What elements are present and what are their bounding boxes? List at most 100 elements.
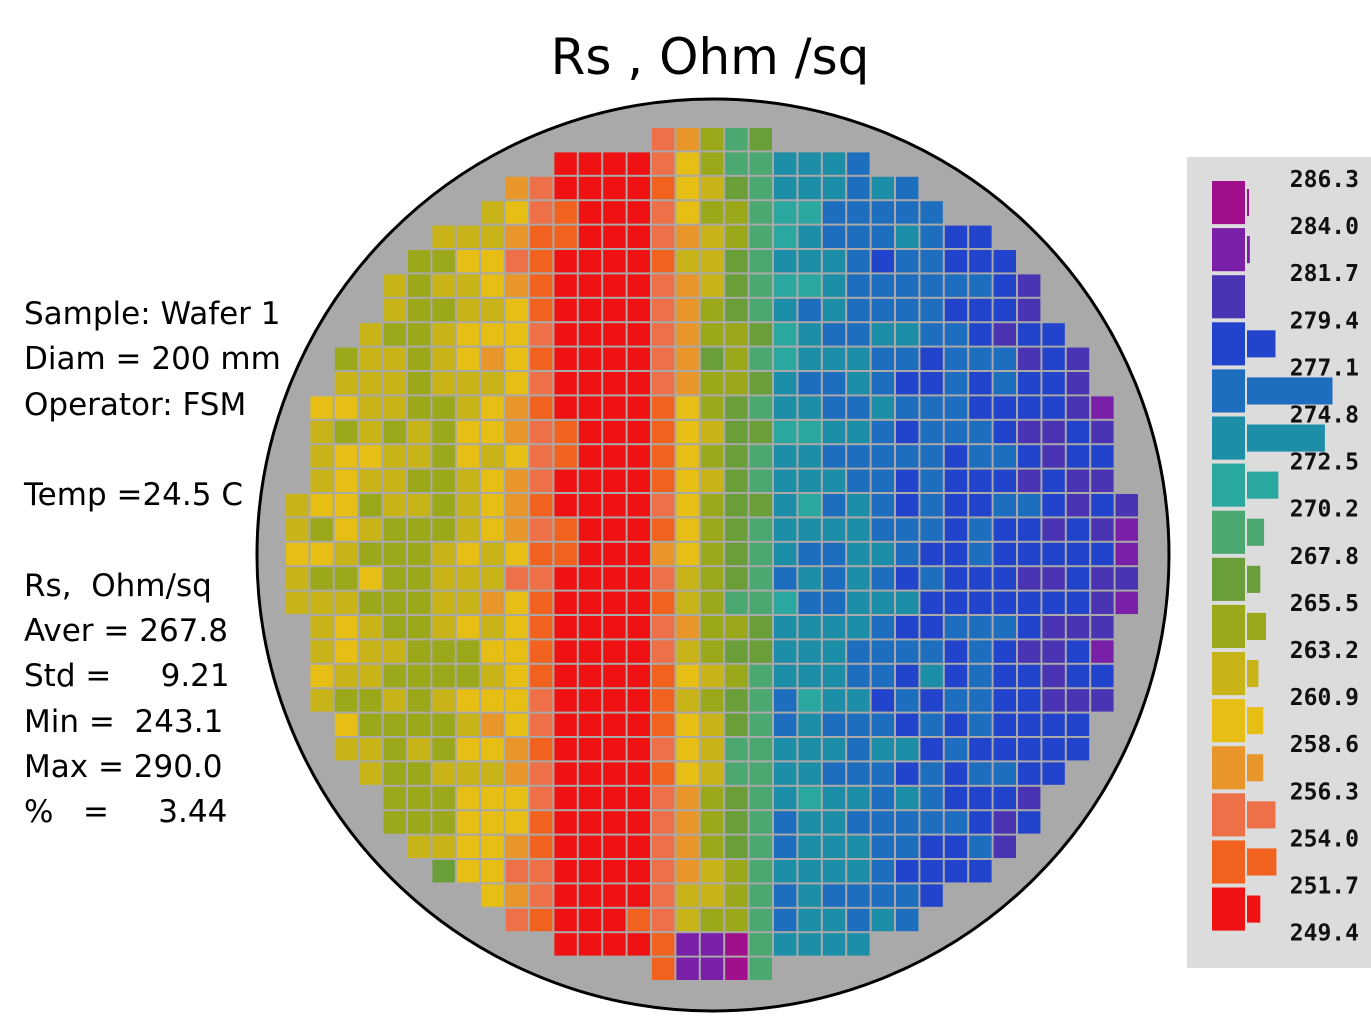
wafer-cell xyxy=(700,128,724,151)
wafer-cell xyxy=(1042,372,1065,395)
wafer-cell xyxy=(798,176,821,200)
wafer-cell xyxy=(676,128,699,151)
wafer-cell xyxy=(1066,738,1090,761)
wafer-cell xyxy=(1091,689,1114,712)
wafer-cell xyxy=(725,640,748,663)
wafer-cell xyxy=(383,542,406,566)
legend-histogram-bar xyxy=(1247,848,1277,876)
wafer-cell xyxy=(822,860,846,883)
info-line: % = 3.44 xyxy=(24,794,228,831)
wafer-cell xyxy=(969,591,992,614)
wafer-cell xyxy=(481,494,504,517)
wafer-cell xyxy=(578,201,602,224)
wafer-cell xyxy=(896,664,919,688)
wafer-cell xyxy=(798,494,821,517)
wafer-cell xyxy=(383,372,406,395)
wafer-cell xyxy=(1042,738,1065,761)
wafer-cell xyxy=(456,518,480,541)
wafer-cell xyxy=(481,689,504,712)
wafer-cell xyxy=(847,201,870,224)
wafer-cell xyxy=(578,616,602,639)
wafer-cell xyxy=(334,591,358,614)
wafer-cell xyxy=(700,811,724,834)
wafer-cell xyxy=(774,811,797,834)
wafer-cell xyxy=(578,323,602,346)
wafer-cell xyxy=(798,835,821,858)
wafer-cell xyxy=(652,372,675,395)
wafer-cell xyxy=(505,176,528,200)
wafer-cell xyxy=(896,762,919,785)
wafer-cell xyxy=(969,274,992,297)
wafer-cell xyxy=(481,713,504,736)
wafer-cell xyxy=(1115,518,1138,541)
wafer-cell xyxy=(554,469,577,492)
wafer-cell xyxy=(383,591,406,614)
wafer-cell xyxy=(1042,323,1065,346)
wafer-cell xyxy=(871,420,894,444)
wafer-cell xyxy=(603,567,626,590)
wafer-cell xyxy=(774,372,797,395)
wafer-cell xyxy=(432,274,455,297)
wafer-cell xyxy=(334,542,358,566)
wafer-cell xyxy=(969,786,992,810)
wafer-cell xyxy=(432,567,455,590)
wafer-cell xyxy=(847,225,870,248)
wafer-cell xyxy=(652,884,675,907)
wafer-cell xyxy=(847,786,870,810)
wafer-cell xyxy=(676,152,699,175)
wafer-cell xyxy=(920,860,943,883)
wafer-cell xyxy=(774,225,797,248)
wafer-cell xyxy=(676,225,699,248)
wafer-cell xyxy=(798,420,821,444)
wafer-cell xyxy=(944,640,968,663)
wafer-cell xyxy=(725,445,748,468)
wafer-cell xyxy=(456,542,480,566)
wafer-cell xyxy=(481,860,504,883)
wafer-cell xyxy=(871,884,894,907)
wafer-cell xyxy=(432,445,455,468)
wafer-cell xyxy=(920,201,943,224)
wafer-cell xyxy=(969,616,992,639)
wafer-cell xyxy=(871,542,894,566)
wafer-cell xyxy=(530,908,553,932)
wafer-cell xyxy=(920,835,943,858)
wafer-cell xyxy=(1018,518,1041,541)
wafer-cell xyxy=(481,591,504,614)
wafer-cell xyxy=(700,957,724,980)
legend-tick-label: 284.0 xyxy=(1290,214,1359,240)
wafer-cell xyxy=(627,762,650,785)
wafer-cell xyxy=(969,250,992,273)
wafer-cell xyxy=(822,762,846,785)
wafer-cell xyxy=(481,786,504,810)
wafer-cell xyxy=(359,738,382,761)
wafer-cell xyxy=(676,396,699,419)
wafer-cell xyxy=(554,811,577,834)
wafer-cell xyxy=(676,811,699,834)
wafer-cell xyxy=(725,811,748,834)
wafer-cell xyxy=(554,738,577,761)
wafer-cell xyxy=(652,494,675,517)
wafer-cell xyxy=(725,518,748,541)
wafer-cell xyxy=(627,518,650,541)
wafer-cell xyxy=(505,640,528,663)
wafer-cell xyxy=(920,396,943,419)
wafer-cell xyxy=(627,738,650,761)
wafer-cell xyxy=(603,786,626,810)
wafer-cell xyxy=(456,445,480,468)
wafer-cell xyxy=(1091,664,1114,688)
wafer-cell xyxy=(359,347,382,370)
wafer-cell xyxy=(944,762,968,785)
wafer-cell xyxy=(481,323,504,346)
info-line: Aver = 267.8 xyxy=(24,613,228,650)
wafer-cell xyxy=(359,420,382,444)
wafer-cell xyxy=(749,469,772,492)
wafer-cell xyxy=(676,372,699,395)
wafer-cell xyxy=(554,933,577,956)
wafer-cell xyxy=(1115,494,1138,517)
wafer-cell xyxy=(505,884,528,907)
wafer-cell xyxy=(652,616,675,639)
wafer-cell xyxy=(1042,762,1065,785)
wafer-cell xyxy=(1091,396,1114,419)
wafer-cell xyxy=(408,664,431,688)
wafer-cell xyxy=(505,567,528,590)
